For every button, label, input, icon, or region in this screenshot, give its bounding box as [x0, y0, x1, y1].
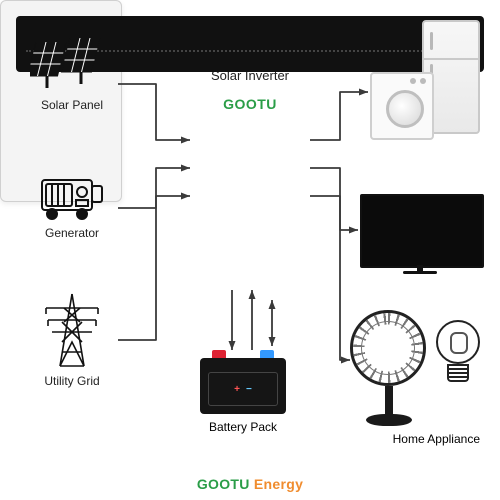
bulb-icon: [436, 320, 480, 392]
appliances-icon: [370, 20, 480, 140]
home-appliance-label: Home Appliance: [393, 432, 480, 446]
tv-icon: [360, 194, 480, 274]
generator-node: Generator: [24, 170, 120, 240]
utility-grid-label: Utility Grid: [44, 374, 99, 388]
footer-brand: GOOTU Energy: [0, 476, 500, 492]
fan-icon: [350, 310, 428, 420]
solar-panel-icon: [30, 36, 114, 94]
generator-label: Generator: [45, 226, 99, 240]
battery-label: Battery Pack: [200, 420, 286, 434]
pylon-icon: [38, 292, 106, 370]
utility-grid-node: Utility Grid: [24, 292, 120, 388]
solar-panel-node: Solar Panel: [24, 36, 120, 112]
generator-icon: [36, 170, 108, 222]
solar-panel-label: Solar Panel: [41, 98, 103, 112]
washer-icon: [370, 72, 434, 140]
fan-bulb-icon: [350, 300, 480, 430]
battery-icon: +−: [200, 358, 286, 414]
